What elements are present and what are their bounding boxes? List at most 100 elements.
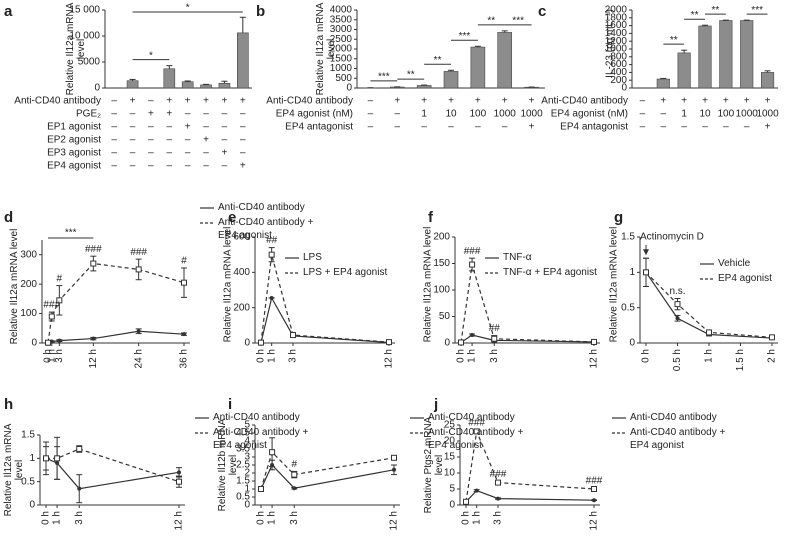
x-tick-label: 12 h [174, 511, 185, 530]
significance-label: *** [459, 31, 471, 42]
point [473, 428, 480, 435]
treatment-sign: + [681, 96, 687, 107]
x-tick-label: 1 h [52, 511, 63, 525]
series-line [645, 271, 773, 338]
bar [740, 20, 754, 89]
treatment-sign: – [167, 148, 173, 159]
treatment-sign: – [240, 109, 246, 120]
legend-label: Anti-CD40 antibody [630, 412, 717, 423]
y-tick-label: 200 [433, 232, 450, 243]
panel-letter: f [428, 209, 434, 226]
treatment-sign: – [148, 135, 154, 146]
legend-label: TNF-α + EP4 agonist [503, 267, 597, 278]
point [181, 279, 187, 286]
x-tick-label: 3 h [489, 349, 500, 363]
treatment-name: EP4 antagonist [285, 122, 353, 133]
bar [163, 68, 176, 89]
bar [200, 84, 212, 89]
treatment-sign: 1 [681, 109, 687, 120]
legend-label: Anti-CD40 antibody + EP4 agonist [630, 427, 726, 451]
y-axis-label: Relative Il12a mRNA level [422, 226, 434, 343]
x-tick-label: 1 h [704, 349, 715, 363]
y-tick-label: 3 [244, 452, 250, 463]
treatment-sign: 1 [421, 109, 427, 120]
y-tick-label: 5000 [78, 57, 101, 68]
y-tick-label: 5 [244, 420, 250, 431]
treatment-name: Anti-CD40 antibody [14, 96, 101, 107]
x-tick-label: 0.5 h [672, 349, 683, 371]
significance-label: * [149, 50, 153, 61]
annotation: ## [266, 235, 278, 246]
significance-label: *** [512, 16, 524, 27]
y-tick-label: 0 [31, 338, 37, 349]
annotation: # [291, 459, 297, 470]
y-tick-label: 20 [444, 436, 456, 447]
y-tick-label: 400 [610, 67, 627, 78]
treatment-sign: – [723, 122, 729, 133]
treatment-sign: + [660, 96, 666, 107]
significance-label: ** [407, 70, 415, 81]
y-tick-label: 0 [444, 338, 450, 349]
treatment-sign: – [681, 122, 687, 133]
point [43, 455, 49, 462]
y-tick-label: 1.5 [621, 232, 635, 243]
annotation: ### [490, 469, 507, 480]
treatment-sign: – [661, 109, 667, 120]
treatment-sign: + [166, 109, 172, 120]
panel-letter: g [614, 209, 623, 226]
x-tick-label: 12 h [589, 349, 600, 368]
treatment-sign: – [203, 109, 209, 120]
significance-label: ** [691, 10, 699, 21]
panel-letter: e [228, 209, 236, 226]
x-tick-label: 12 h [384, 349, 395, 368]
treatment-sign: – [222, 109, 228, 120]
x-tick-label: 3 h [54, 349, 65, 363]
significance-label: *** [378, 71, 390, 82]
point [463, 498, 469, 505]
y-axis-label: Relative Il12b mRNA level [217, 418, 239, 512]
series-line [260, 451, 395, 490]
arrow-head [643, 249, 649, 256]
treatment-sign: – [240, 135, 246, 146]
y-tick-label: 3.5 [236, 444, 250, 455]
y-tick-label: 800 [610, 51, 627, 62]
legend-label: TNF-α [503, 252, 532, 263]
treatment-sign: – [240, 148, 246, 159]
treatment-sign: – [203, 161, 209, 172]
y-tick-label: 25 [444, 420, 456, 431]
treatment-sign: 1000 [756, 109, 779, 120]
y-axis-label: Relative Il12a mRNA level [65, 2, 87, 96]
bar [181, 81, 194, 89]
treatment-sign: – [368, 109, 374, 120]
annotation: ### [130, 247, 147, 258]
point [674, 301, 681, 308]
x-tick-label: 1 h [46, 349, 57, 363]
panel-letter: a [4, 3, 13, 20]
point [592, 498, 596, 503]
point [495, 479, 501, 486]
treatment-sign: – [661, 122, 667, 133]
x-tick-label: 2 h [767, 349, 778, 363]
legend-label: EP4 agonist [718, 273, 772, 284]
panel-letter: c [538, 3, 546, 20]
treatment-sign: + [185, 122, 191, 133]
bar [497, 32, 513, 89]
annotation: ### [85, 244, 102, 255]
treatment-sign: – [130, 148, 136, 159]
y-tick-label: 0.5 [236, 492, 250, 503]
treatment-sign: + [166, 96, 172, 107]
y-tick-label: 0 [29, 500, 35, 511]
treatment-sign: + [723, 96, 729, 107]
point [643, 269, 649, 276]
y-tick-label: 150 [433, 258, 450, 269]
y-tick-label: 0.5 [21, 476, 35, 487]
treatment-sign: + [529, 122, 535, 133]
x-tick-label: 3 h [74, 511, 85, 525]
y-tick-label: 1.5 [21, 430, 35, 441]
y-tick-label: 5 [449, 484, 455, 495]
y-tick-label: 2000 [605, 5, 628, 16]
y-tick-label: 4 [244, 436, 250, 447]
x-tick-label: 1 h [467, 349, 478, 363]
treatment-sign: – [640, 109, 646, 120]
legend-label: Anti-CD40 antibody [213, 412, 300, 423]
